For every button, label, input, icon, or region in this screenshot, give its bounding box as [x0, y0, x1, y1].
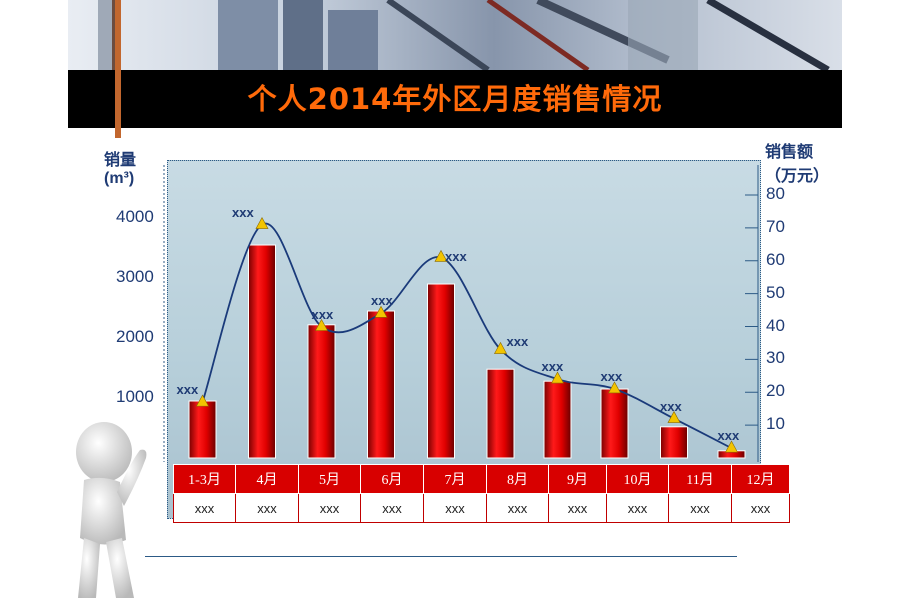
line-marker — [195, 394, 210, 407]
right-tick-label: 20 — [766, 381, 785, 401]
right-axis-label: 销售额 — [765, 144, 814, 161]
right-tick-label: 70 — [766, 216, 785, 236]
line-marker — [550, 371, 565, 384]
table-value-cell: xxx — [423, 493, 487, 523]
left-axis-unit: (m³) — [104, 170, 135, 187]
line-marker — [607, 381, 622, 394]
data-label: xxx — [232, 204, 254, 220]
line-marker — [434, 249, 448, 262]
table-value-cell: xxx — [548, 493, 607, 523]
bar — [248, 244, 276, 459]
bar — [188, 400, 217, 459]
bar — [486, 368, 515, 459]
chart-title: 个人2014年外区月度销售情况 — [247, 82, 663, 116]
line-marker — [374, 305, 388, 318]
bar — [543, 380, 572, 459]
table-month-cell: 12月 — [731, 464, 790, 494]
figure-illustration — [76, 422, 147, 598]
title-bar — [68, 70, 842, 128]
bar — [427, 283, 455, 459]
table-value-cell: xxx — [173, 493, 236, 523]
table-month-cell: 5月 — [298, 464, 361, 494]
table-value-cell: xxx — [235, 493, 299, 523]
right-axis-title: 销售额 （万元） — [765, 138, 829, 186]
left-axis-label: 销量 — [104, 152, 137, 169]
bar — [660, 426, 688, 459]
month-row: 1-3月 4月 5月 6月 7月 8月 9月 10月 11月 12月 — [173, 464, 790, 494]
sales-line — [201, 222, 732, 449]
data-label: xxx — [445, 249, 467, 265]
right-tick-label: 40 — [766, 315, 785, 335]
value-row: xxx xxx xxx xxx xxx xxx xxx xxx xxx xxx — [173, 493, 790, 523]
data-table: 1-3月 4月 5月 6月 7月 8月 9月 10月 11月 12月 xxx xxx xxx xxx xx… — [173, 464, 790, 523]
table-value-cell: xxx — [486, 493, 549, 523]
table-value-cell: xxx — [731, 493, 790, 523]
table-value-cell: xxx — [298, 493, 361, 523]
table-value-cell: xxx — [668, 493, 732, 523]
table-value-cell: xxx — [360, 493, 424, 523]
table-month-cell: 8月 — [486, 464, 549, 494]
line-marker — [724, 440, 739, 453]
right-tick-label: 50 — [766, 282, 785, 302]
table-month-cell: 11月 — [668, 464, 732, 494]
data-label: xxx — [600, 368, 623, 384]
line-marker — [255, 216, 269, 229]
data-label: xxx — [660, 398, 682, 414]
table-month-cell: 4月 — [235, 464, 299, 494]
right-tick-label: 30 — [766, 348, 785, 368]
right-tick-label: 60 — [766, 249, 785, 269]
left-tick-label: 4000 — [116, 207, 154, 226]
table-month-cell: 1-3月 — [173, 464, 236, 494]
left-tick-label: 2000 — [116, 327, 154, 346]
table-month-cell: 9月 — [548, 464, 607, 494]
data-label: xxx — [371, 293, 393, 309]
bar — [367, 310, 395, 459]
table-month-cell: 6月 — [360, 464, 424, 494]
right-tick-label: 10 — [766, 414, 785, 434]
data-label: xxx — [541, 359, 564, 375]
data-label: xxx — [506, 333, 529, 349]
bar — [600, 388, 629, 459]
left-axis-title: 销量 (m³) — [104, 146, 136, 188]
left-tick-label: 3000 — [116, 267, 154, 286]
right-tick-label: 80 — [766, 184, 785, 203]
decor-post — [115, 0, 121, 138]
banner-image — [68, 0, 842, 70]
right-axis-unit: （万元） — [765, 168, 830, 185]
line-marker — [314, 318, 329, 331]
line-marker — [667, 410, 681, 423]
table-month-cell: 7月 — [423, 464, 487, 494]
bottom-divider — [145, 556, 737, 557]
data-label: xxx — [176, 382, 199, 398]
line-marker — [493, 341, 508, 354]
table-value-cell: xxx — [606, 493, 669, 523]
data-label: xxx — [311, 306, 334, 322]
bar — [307, 324, 336, 459]
left-tick-label: 1000 — [116, 387, 154, 406]
building-graphic — [98, 0, 830, 70]
table-month-cell: 10月 — [606, 464, 669, 494]
data-label: xxx — [717, 428, 740, 444]
